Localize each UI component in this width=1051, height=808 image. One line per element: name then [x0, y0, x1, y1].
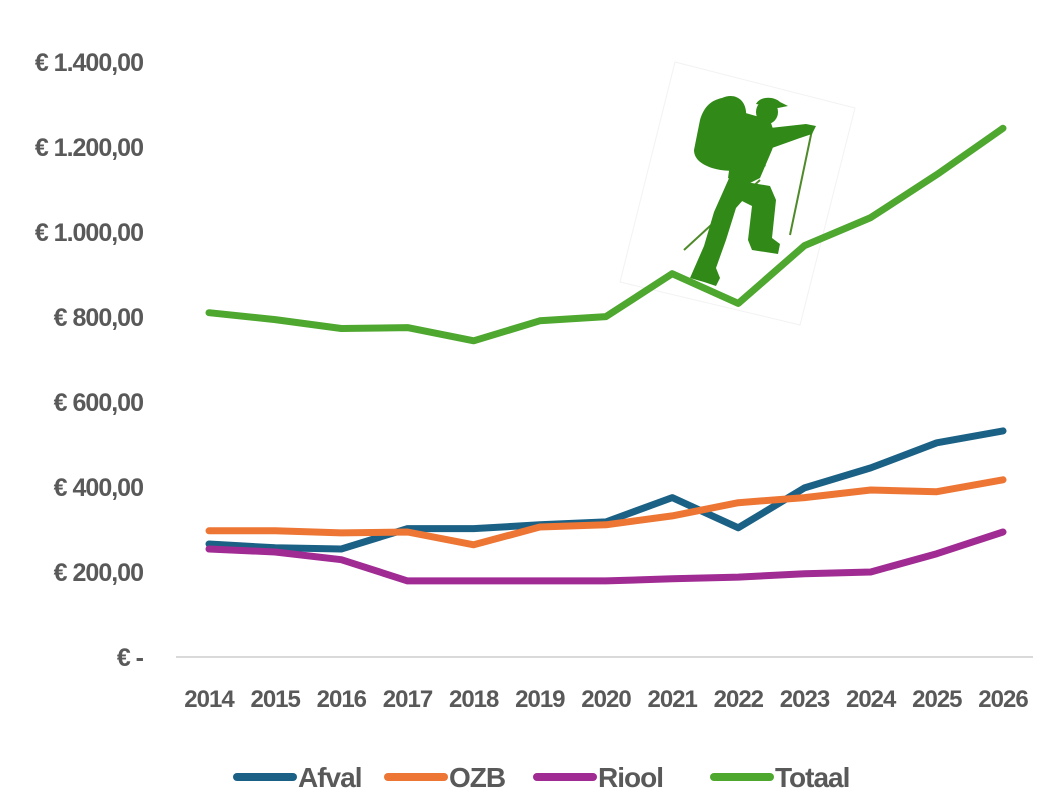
- y-tick-label: € 1.200,00: [35, 134, 143, 162]
- x-tick-label: 2014: [184, 686, 235, 713]
- x-tick-label: 2019: [515, 686, 565, 713]
- y-tick-label: € 600,00: [54, 389, 143, 417]
- x-tick-label: 2015: [250, 686, 300, 713]
- legend-label-riool: Riool: [598, 762, 663, 793]
- x-tick-label: 2018: [449, 686, 499, 713]
- x-tick-label: 2020: [581, 686, 631, 713]
- x-axis: 2014 2015 2016 2017 2018 2019 2020 2021 2022 2023…: [184, 686, 1029, 713]
- series-line-ozb: [205, 476, 1007, 549]
- x-tick-label: 2026: [978, 686, 1028, 713]
- series-line-totaal: [205, 124, 1007, 345]
- x-tick-label: 2023: [780, 686, 830, 713]
- x-tick-label: 2022: [714, 686, 764, 713]
- x-tick-label: 2017: [383, 686, 433, 713]
- x-tick-label: 2024: [846, 686, 897, 713]
- series-line-riool: [205, 528, 1007, 585]
- hiker-icon: [619, 61, 856, 326]
- y-axis: € - € 200,00 € 400,00 € 600,00 € 800,00 € 1.0…: [35, 49, 145, 672]
- y-tick-label: € 800,00: [54, 304, 143, 332]
- legend-label-totaal: Totaal: [775, 762, 849, 793]
- legend-label-ozb: OZB: [449, 762, 505, 793]
- legend: Afval OZB Riool Totaal: [233, 762, 850, 793]
- x-tick-label: 2016: [317, 686, 367, 713]
- x-tick-label: 2025: [912, 686, 962, 713]
- series-lines: [205, 124, 1007, 585]
- y-tick-label: € 1.400,00: [35, 49, 143, 77]
- legend-label-afval: Afval: [298, 762, 361, 793]
- y-tick-label: € 1.000,00: [35, 219, 143, 247]
- y-tick-label: € 400,00: [54, 474, 143, 502]
- y-tick-label: € -: [117, 644, 144, 672]
- x-tick-label: 2021: [647, 686, 697, 713]
- y-tick-label: € 200,00: [54, 559, 143, 587]
